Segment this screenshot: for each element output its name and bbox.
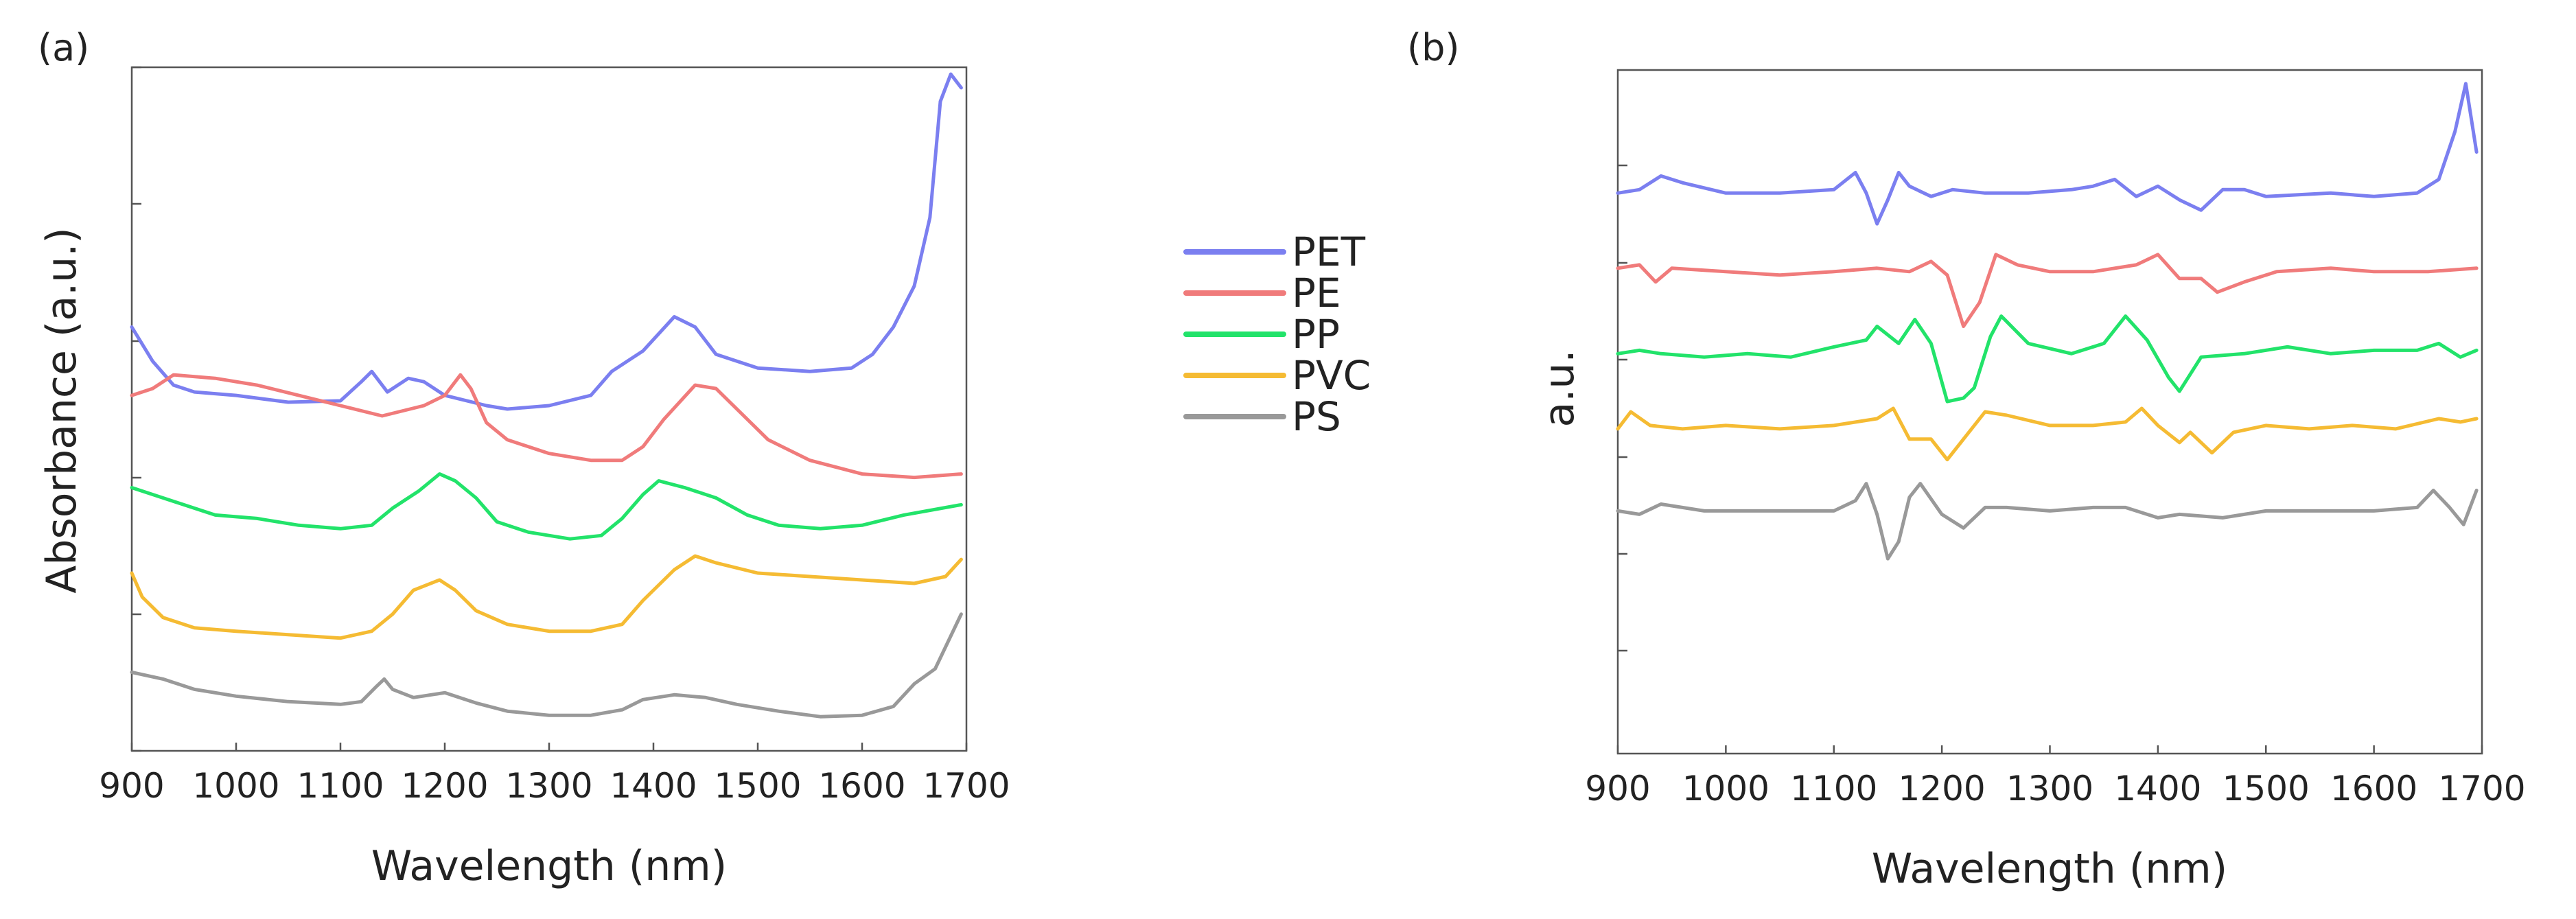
legend-label-pet: PET	[1292, 229, 1366, 275]
panel-b-x-ticks: 900 1000 1100 1200 1300 1400 1500 1600 1700	[1585, 745, 2526, 809]
panel-a-x-tick-label-5: 1400	[610, 766, 697, 806]
panel-a-series	[130, 72, 963, 719]
legend-label-pp: PP	[1292, 311, 1340, 358]
panel-a-x-tick-label-6: 1500	[714, 766, 801, 806]
panel-b-series-pvc	[1616, 406, 2479, 462]
panel-a-x-tick-label-0: 900	[99, 766, 164, 806]
panel-a-x-axis-title: Wavelength (nm)	[371, 842, 727, 890]
panel-b-label: (b)	[1407, 26, 1459, 69]
panel-a-x-tick-label-8: 1700	[923, 766, 1010, 806]
panel-a-x-tick-label-1: 1000	[192, 766, 279, 806]
panel-a-series-ps	[130, 612, 963, 719]
panel-a-x-ticks: 900 1000 1100 1200 1300 1400 1500 1600 1700	[99, 743, 1010, 806]
legend-label-pe: PE	[1292, 270, 1341, 316]
panel-a: 900 1000 1100 1200 1300 1400 1500 1600 1700 Wave…	[38, 66, 1010, 890]
panel-b-x-tick-label-1: 1000	[1682, 769, 1769, 809]
panel-b-x-tick-label-5: 1400	[2114, 769, 2201, 809]
legend-label-pvc: PVC	[1292, 352, 1371, 399]
panel-b-x-tick-label-2: 1100	[1790, 769, 1877, 809]
legend-label-ps: PS	[1292, 393, 1341, 440]
panel-a-x-tick-label-2: 1100	[297, 766, 384, 806]
panel-b-series	[1616, 82, 2479, 561]
panel-b-x-tick-label-7: 1600	[2330, 769, 2417, 809]
panel-b-x-tick-label-0: 900	[1585, 769, 1650, 809]
panel-b-x-tick-label-3: 1200	[1899, 769, 1986, 809]
panel-a-x-tick-label-4: 1300	[505, 766, 592, 806]
panel-a-x-tick-label-3: 1200	[401, 766, 488, 806]
panel-b-x-tick-label-4: 1300	[2006, 769, 2093, 809]
panel-a-series-pet	[130, 72, 963, 411]
panel-b-x-tick-label-6: 1500	[2223, 769, 2310, 809]
panel-a-series-pvc	[130, 554, 963, 640]
panel-b-frame	[1616, 69, 2483, 755]
panel-a-series-pe	[130, 373, 963, 480]
panel-a-label: (a)	[38, 26, 89, 69]
panel-a-y-axis-title: Absorbance (a.u.)	[38, 227, 86, 593]
panel-b-x-axis-title: Wavelength (nm)	[1872, 845, 2227, 893]
panel-a-series-pp	[130, 472, 963, 541]
panel-a-x-tick-label-7: 1600	[818, 766, 905, 806]
panel-a-frame	[130, 66, 968, 752]
panel-b-x-tick-label-8: 1700	[2438, 769, 2525, 809]
panel-b-series-pe	[1616, 253, 2479, 328]
panel-b-series-ps	[1616, 482, 2479, 561]
panel-b-series-pet	[1616, 82, 2479, 226]
panel-b-y-axis-title: a.u.	[1535, 350, 1583, 428]
panel-b-y-ticks	[1618, 164, 1627, 652]
panel-a-y-ticks	[132, 66, 141, 752]
panel-b-series-pp	[1616, 314, 2479, 404]
panel-b: 900 1000 1100 1200 1300 1400 1500 1600 1700 Wave…	[1535, 69, 2526, 893]
